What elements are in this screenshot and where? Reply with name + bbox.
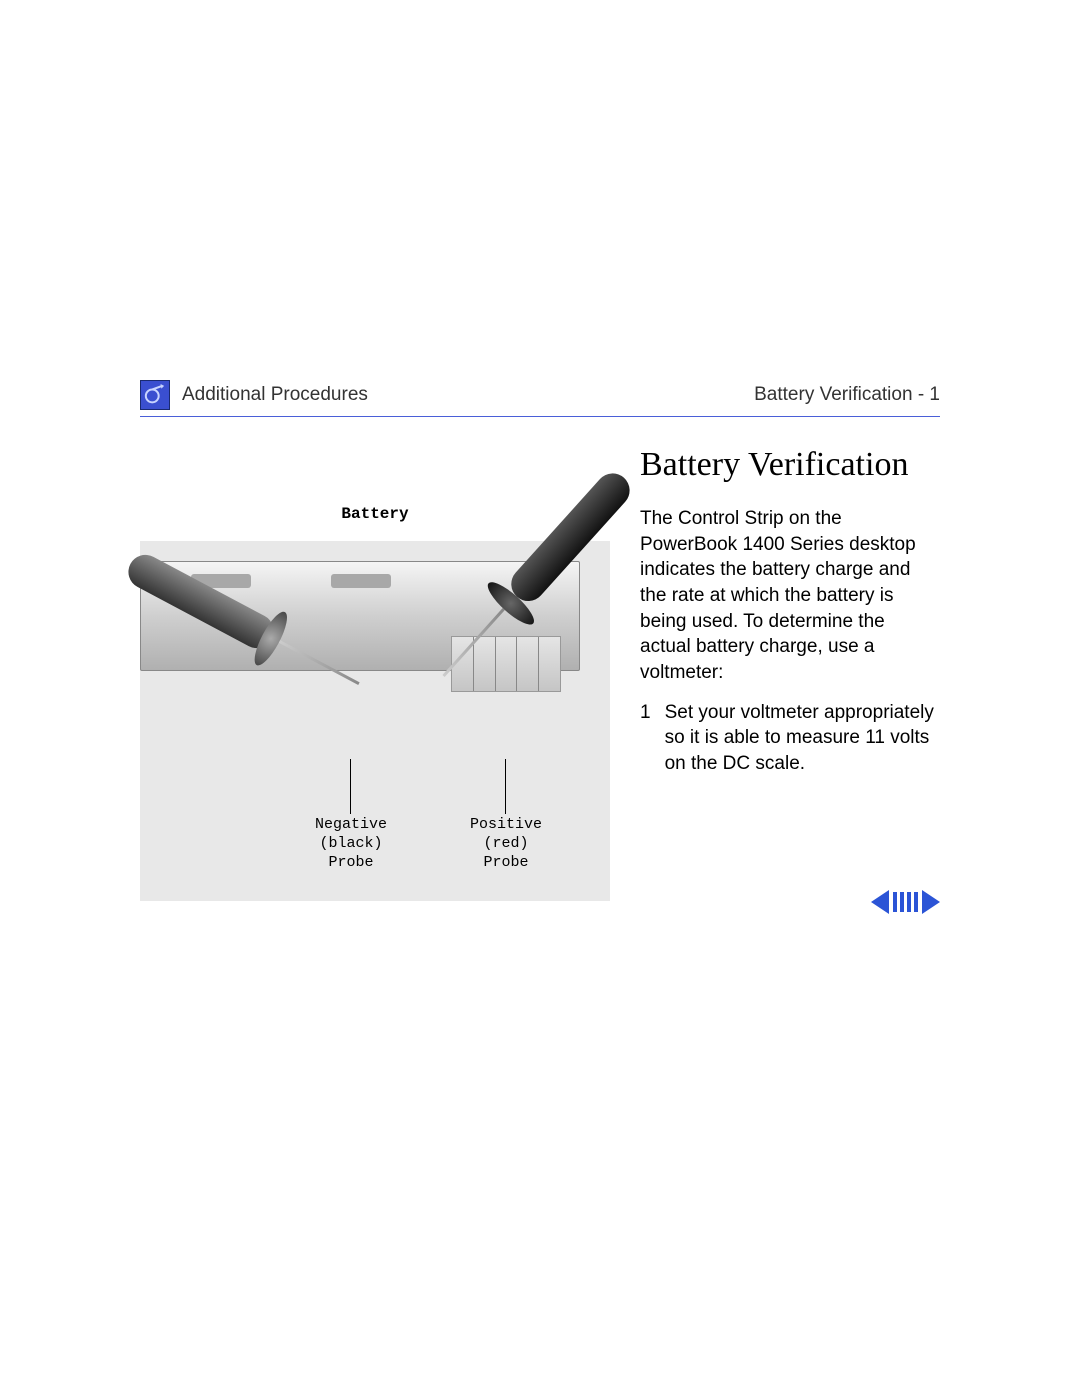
nav-bars-icon[interactable] bbox=[893, 892, 918, 912]
battery-diagram: Negative (black) Probe Positive (red) Pr… bbox=[140, 541, 610, 901]
header-section-label: Additional Procedures bbox=[182, 384, 368, 406]
step-text: Set your voltmeter appropriately so it i… bbox=[665, 700, 940, 777]
contact-pin bbox=[517, 637, 539, 691]
procedure-step: 1 Set your voltmeter appropriately so it… bbox=[640, 700, 940, 777]
procedure-icon bbox=[140, 380, 170, 410]
nav-bar bbox=[900, 892, 904, 912]
page-nav bbox=[871, 890, 940, 914]
label-leader-line bbox=[505, 759, 506, 814]
battery-ridge bbox=[331, 574, 391, 588]
step-number: 1 bbox=[640, 700, 651, 777]
prev-page-arrow[interactable] bbox=[871, 890, 889, 914]
section-title: Battery Verification bbox=[640, 445, 940, 484]
page-header: Additional Procedures Battery Verificati… bbox=[140, 380, 940, 417]
page-content: Additional Procedures Battery Verificati… bbox=[140, 380, 940, 901]
negative-probe-label: Negative (black) Probe bbox=[315, 816, 387, 872]
figure-caption: Battery bbox=[140, 505, 610, 523]
contact-pin bbox=[539, 637, 560, 691]
nav-bar bbox=[893, 892, 897, 912]
nav-bar bbox=[914, 892, 918, 912]
header-left-group: Additional Procedures bbox=[140, 380, 368, 410]
intro-paragraph: The Control Strip on the PowerBook 1400 … bbox=[640, 506, 940, 685]
text-column: Battery Verification The Control Strip o… bbox=[640, 445, 940, 777]
positive-probe-label: Positive (red) Probe bbox=[470, 816, 542, 872]
figure-column: Battery bbox=[140, 445, 610, 901]
label-leader-line bbox=[350, 759, 351, 814]
content-row: Battery bbox=[140, 445, 940, 901]
nav-bar bbox=[907, 892, 911, 912]
header-page-label: Battery Verification - 1 bbox=[754, 384, 940, 406]
next-page-arrow[interactable] bbox=[922, 890, 940, 914]
